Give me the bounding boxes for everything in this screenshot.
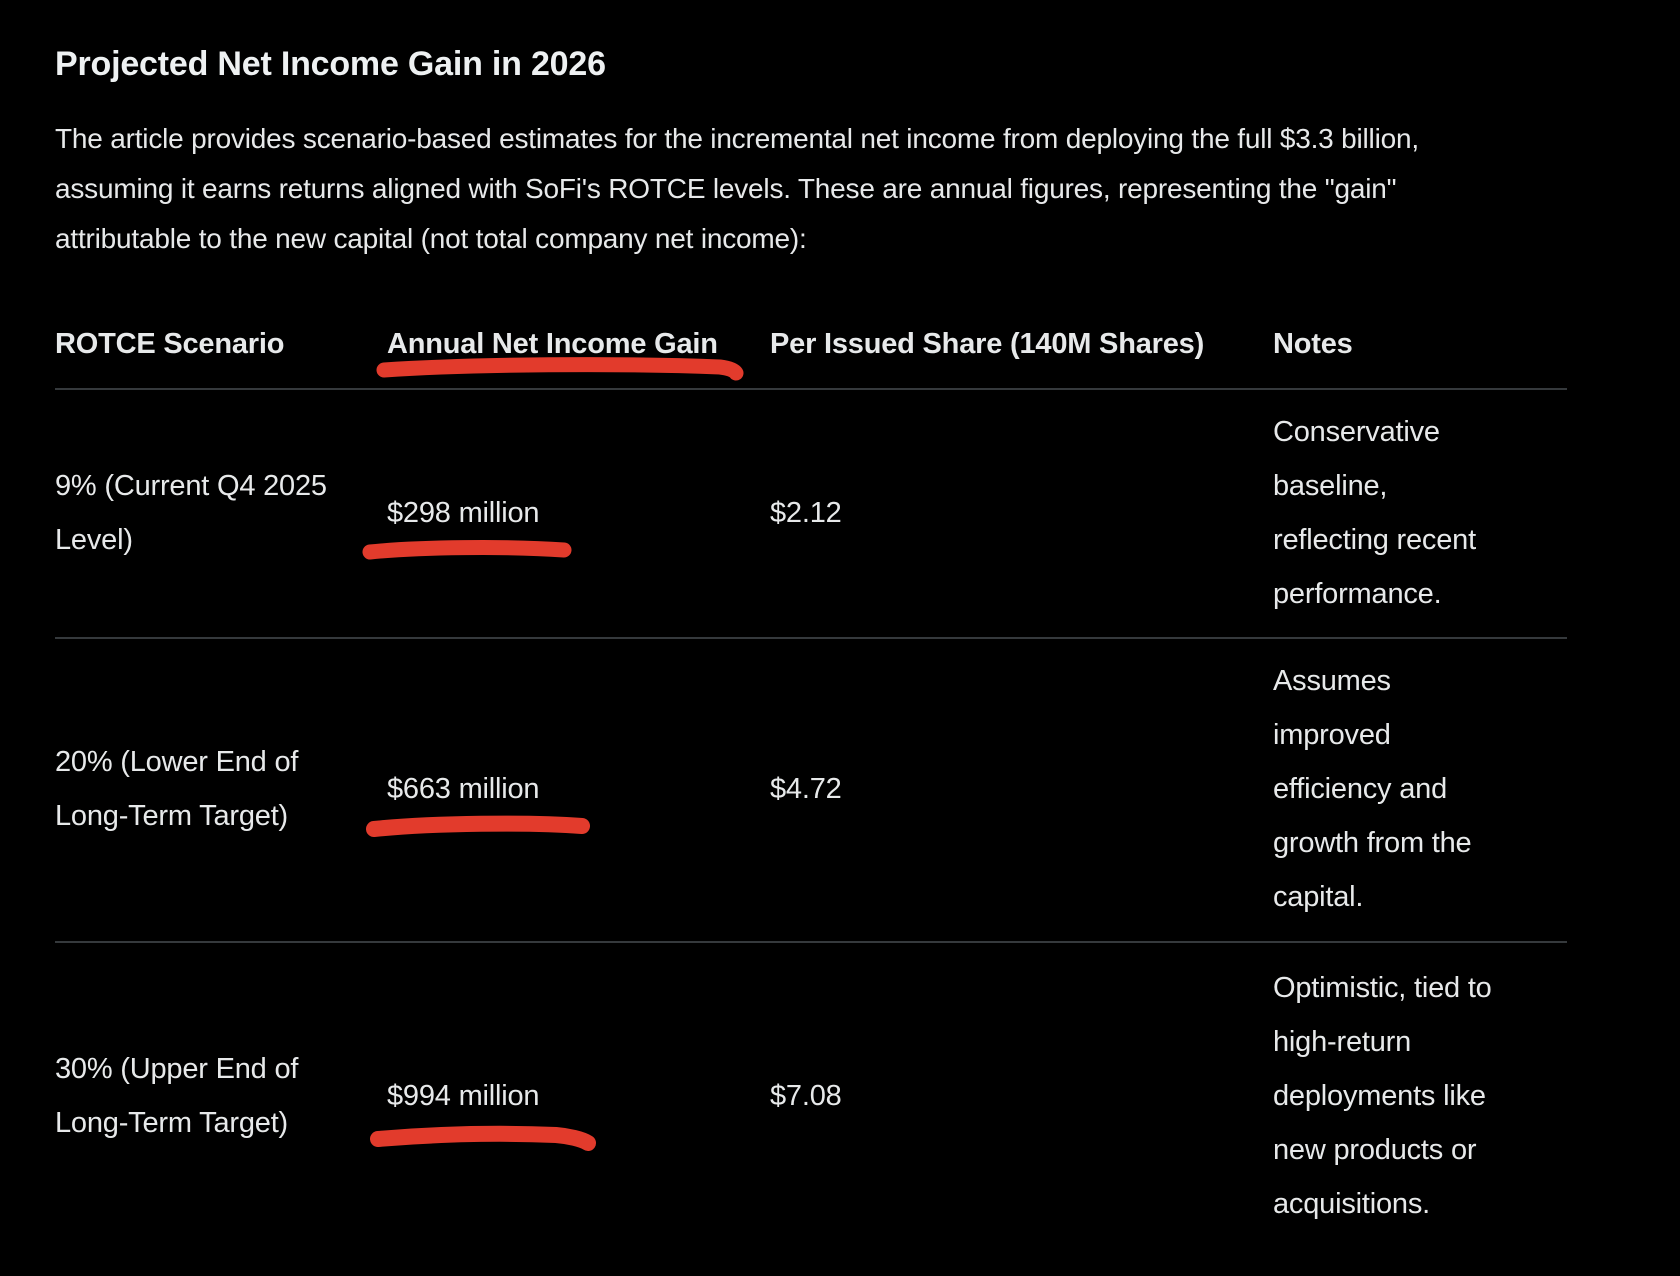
annual-gain-cell-row-1: $298 million: [387, 388, 770, 637]
per-share-value: $4.72: [770, 773, 842, 805]
intro-paragraph: The article provides scenario-based esti…: [55, 123, 1419, 254]
gain-value: $298 million: [387, 496, 540, 529]
notes-cell-row-1: Conservative baseline, reflecting recent…: [1273, 388, 1567, 637]
gain-value: $994 million: [387, 1080, 540, 1112]
notes-text: improved: [1273, 719, 1391, 751]
notes-text: deployments like: [1273, 1080, 1486, 1112]
column-header-label: Per Issued Share (140M Shares): [770, 328, 1205, 360]
scenario-text: Long-Term Target): [55, 1107, 289, 1139]
row-divider: [55, 637, 1567, 639]
notes-cell-row-3: Optimistic, tied to high-return deployme…: [1273, 941, 1567, 1251]
scenario-text: Level): [55, 523, 133, 556]
gain-value: $663 million: [387, 773, 540, 805]
notes-text: high-return: [1273, 1026, 1412, 1058]
notes-text: capital.: [1273, 881, 1364, 913]
notes-cell-row-2: Assumes improved efficiency and growth f…: [1273, 637, 1567, 941]
notes-text: Optimistic, tied to: [1273, 972, 1492, 1004]
column-header-annual-net-income-gain: Annual Net Income Gain: [387, 300, 770, 388]
column-header-rotce-scenario: ROTCE Scenario: [55, 300, 387, 388]
scenario-cell-row-3: 30% (Upper End of Long-Term Target): [55, 941, 387, 1251]
notes-text: performance.: [1273, 577, 1442, 610]
page-title: Projected Net Income Gain in 2026: [55, 45, 606, 83]
notes-text: Assumes: [1273, 665, 1391, 697]
notes-text: growth from the: [1273, 827, 1472, 859]
per-share-cell-row-3: $7.08: [770, 941, 1273, 1251]
notes-text: new products or: [1273, 1134, 1477, 1166]
notes-text: efficiency and: [1273, 773, 1448, 805]
column-header-label: Notes: [1273, 328, 1353, 360]
scenario-text: 20% (Lower End of: [55, 746, 299, 778]
scenario-cell-row-2: 20% (Lower End of Long-Term Target): [55, 637, 387, 941]
column-header-notes: Notes: [1273, 300, 1567, 388]
column-header-label: ROTCE Scenario: [55, 328, 285, 360]
scenario-text: 30% (Upper End of: [55, 1053, 299, 1085]
notes-text: Conservative: [1273, 415, 1440, 448]
per-share-cell-row-1: $2.12: [770, 388, 1273, 637]
scenario-cell-row-1: 9% (Current Q4 2025 Level): [55, 388, 387, 637]
column-header-per-issued-share: Per Issued Share (140M Shares): [770, 300, 1273, 388]
per-share-cell-row-2: $4.72: [770, 637, 1273, 941]
scenario-text: Long-Term Target): [55, 800, 289, 832]
column-header-label: Annual Net Income Gain: [387, 328, 718, 360]
row-divider: [55, 941, 1567, 943]
notes-text: acquisitions.: [1273, 1188, 1430, 1220]
per-share-value: $7.08: [770, 1080, 842, 1112]
income-projection-table: ROTCE Scenario Annual Net Income Gain Pe…: [55, 300, 1567, 1251]
annual-gain-cell-row-2: $663 million: [387, 637, 770, 941]
notes-text: baseline,: [1273, 469, 1388, 502]
per-share-value: $2.12: [770, 496, 842, 529]
annual-gain-cell-row-3: $994 million: [387, 941, 770, 1251]
notes-text: reflecting recent: [1273, 523, 1476, 556]
scenario-text: 9% (Current Q4 2025: [55, 469, 327, 502]
header-row-divider: [55, 388, 1567, 390]
